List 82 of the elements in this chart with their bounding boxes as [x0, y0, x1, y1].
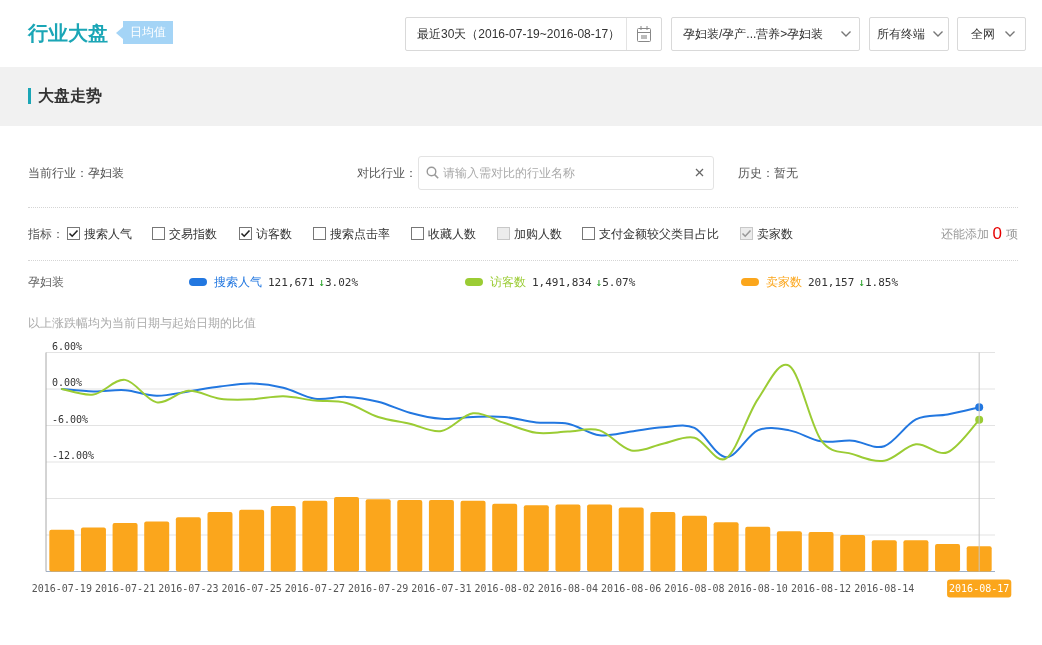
bar — [112, 523, 138, 572]
text: 加购人数 — [514, 225, 562, 243]
y-tick-label: 0.00% — [52, 377, 83, 388]
bar — [428, 500, 454, 572]
bar — [618, 507, 644, 572]
bar — [365, 499, 391, 572]
bar — [334, 497, 360, 572]
bar — [270, 505, 296, 572]
bar — [144, 521, 170, 572]
y-tick-label: -12.00% — [52, 450, 95, 461]
bar — [840, 535, 866, 572]
bar — [776, 531, 802, 572]
x-tick-label: 2016-07-21 — [94, 582, 156, 594]
text: 全网 — [971, 25, 995, 43]
bar — [460, 500, 486, 572]
bar — [397, 500, 423, 572]
bar — [745, 526, 771, 572]
chart-subtitle: 大盘走势 — [38, 86, 102, 106]
text: ↓5.07% — [595, 275, 636, 289]
bar — [555, 504, 581, 572]
bar — [713, 522, 739, 572]
x-tick-label: 2016-08-02 — [474, 582, 535, 594]
bar — [935, 543, 961, 572]
bar — [523, 505, 549, 572]
bar — [49, 529, 75, 572]
text: 孕妇装 — [28, 273, 64, 291]
text: 历史：暂无 — [738, 164, 798, 182]
text: 收藏人数 — [428, 225, 476, 243]
x-tick-label: 2016-08-04 — [537, 582, 599, 594]
x-tick-label: 2016-08-08 — [664, 582, 725, 594]
text: 交易指数 — [169, 225, 217, 243]
bar — [871, 540, 897, 572]
bar — [903, 540, 929, 572]
bar — [175, 517, 201, 572]
x-tick-label: 2016-07-25 — [221, 582, 282, 594]
x-tick-label: 2016-08-17 — [949, 582, 1010, 594]
text: 搜索点击率 — [330, 225, 390, 243]
text: 卖家数 — [757, 225, 793, 243]
text: ↓3.02% — [318, 275, 359, 289]
x-tick-label: 2016-07-19 — [31, 582, 92, 594]
x-tick-label: 2016-07-29 — [348, 582, 409, 594]
y-tick-label: 6.00% — [52, 340, 83, 352]
text: 访客数 — [256, 225, 292, 243]
bar — [966, 546, 992, 572]
text: 支付金额较父类目占比 — [599, 225, 719, 243]
bar — [587, 504, 613, 572]
x-tick-label: 2016-07-31 — [411, 582, 472, 594]
bar — [239, 509, 265, 572]
text: 还能添加 — [940, 225, 989, 243]
text: 请输入需对比的行业名称 — [443, 164, 575, 182]
x-tick-label: 2016-07-23 — [158, 582, 219, 594]
text: 项 — [1006, 225, 1018, 243]
x-tick-label: 2016-08-10 — [727, 582, 788, 594]
text: 最近30天（2016-07-19~2016-08-17） — [417, 25, 621, 43]
text: 0 — [992, 224, 1002, 244]
text: 搜索人气 — [84, 225, 132, 243]
x-tick-label: 2016-08-14 — [854, 582, 915, 594]
bar — [207, 511, 233, 572]
bar — [492, 503, 518, 572]
text: 1,491,834 — [532, 275, 592, 289]
y-tick-label: -6.00% — [52, 413, 89, 425]
text: 所有终端 — [877, 25, 925, 43]
bar — [808, 532, 834, 572]
bar — [302, 500, 328, 572]
x-tick-label: 2016-08-12 — [790, 582, 852, 594]
bar — [80, 527, 106, 572]
text: 指标： — [28, 225, 64, 243]
x-tick-label: 2016-08-06 — [601, 582, 662, 594]
text: 以上涨跌幅均为当前日期与起始日期的比值 — [28, 314, 256, 332]
legend-label: 访客数 — [490, 273, 526, 291]
legend-label: 搜索人气 — [214, 273, 262, 291]
text: 121,671 — [268, 275, 315, 289]
text: 当前行业：孕妇装 — [28, 164, 124, 182]
x-tick-label: 2016-07-27 — [284, 582, 345, 594]
text: 孕妇装/孕产...营养>孕妇装 — [683, 25, 824, 43]
text: 201,157 — [808, 275, 855, 289]
text: 对比行业： — [357, 164, 417, 182]
legend-label: 卖家数 — [766, 273, 802, 291]
bar — [681, 515, 707, 572]
chart-title: 行业大盘 — [28, 21, 108, 46]
text: ↓1.85% — [858, 275, 899, 289]
bar — [650, 511, 676, 572]
